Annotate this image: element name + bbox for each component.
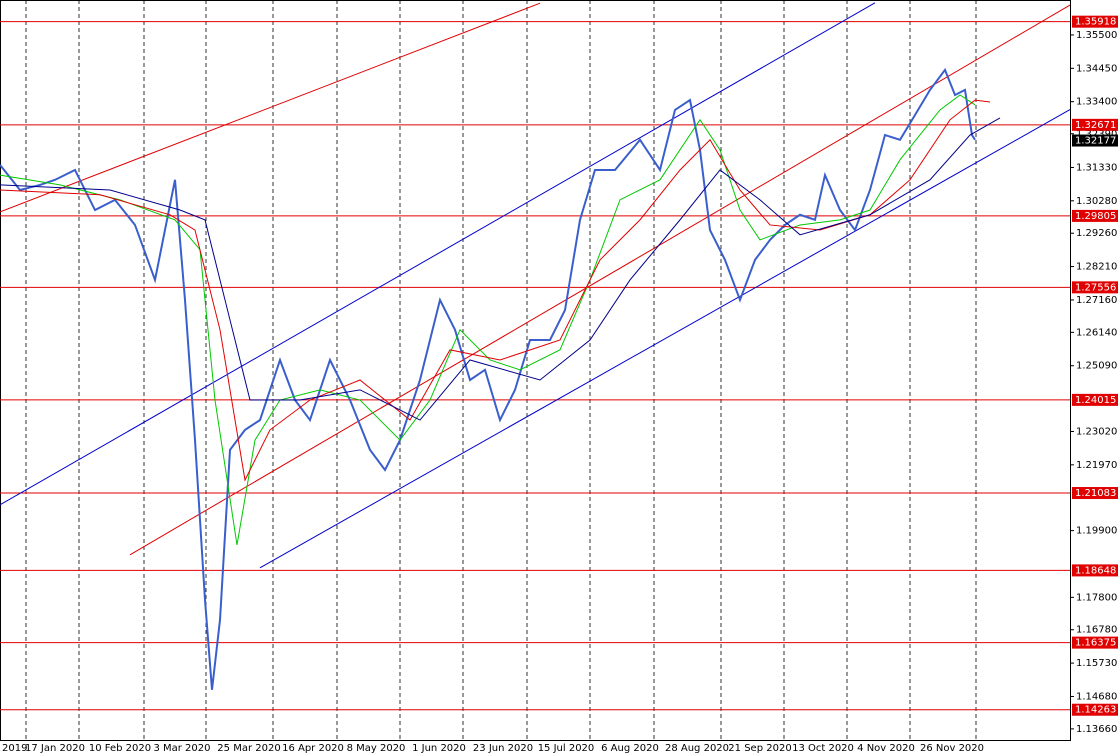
y-tick-label: 1.35500 (1076, 30, 1117, 41)
current-price-box (1072, 134, 1118, 147)
x-tick-label: 17 Jan 2020 (25, 743, 85, 754)
level-box (1072, 703, 1118, 716)
x-tick-label: 6 Aug 2020 (601, 743, 659, 754)
current-price-label: 1.32177 (1075, 136, 1116, 147)
x-tick-label: 3 Mar 2020 (153, 743, 210, 754)
level-label: 1.21083 (1075, 488, 1116, 499)
y-tick-label: 1.29260 (1076, 228, 1117, 239)
x-tick-label: 25 Mar 2020 (217, 743, 280, 754)
y-tick-label: 1.14680 (1076, 691, 1117, 702)
level-box (1072, 564, 1118, 577)
trend-line (259, 109, 1071, 569)
y-tick-label: 1.15730 (1076, 658, 1117, 669)
x-tick-label: 8 May 2020 (347, 743, 406, 754)
level-box (1072, 393, 1118, 406)
y-tick-label: 1.21970 (1076, 460, 1117, 471)
level-label: 1.24015 (1075, 395, 1116, 406)
y-tick-label: 1.30280 (1076, 196, 1117, 207)
x-tick-label: 1 Jun 2020 (412, 743, 466, 754)
x-tick-label: 28 Aug 2020 (665, 743, 729, 754)
y-tick-label: 1.34450 (1076, 63, 1117, 74)
level-label: 1.29805 (1075, 211, 1116, 222)
y-tick-label: 1.31330 (1076, 162, 1117, 173)
level-label: 1.18648 (1075, 565, 1116, 576)
trend-line (129, 4, 1071, 556)
level-box (1072, 281, 1118, 294)
level-box (1072, 209, 1118, 222)
plot-frame (0, 0, 1071, 741)
level-label: 1.14263 (1075, 705, 1116, 716)
y-tick-label: 1.26140 (1076, 327, 1117, 338)
y-tick-label: 1.25090 (1076, 361, 1117, 372)
x-tick-label: 15 Jul 2020 (538, 743, 595, 754)
level-label: 1.32671 (1075, 120, 1116, 131)
x-tick-label: 10 Feb 2020 (89, 743, 151, 754)
x-tick-label: 23 Jun 2020 (473, 743, 533, 754)
level-label: 1.16375 (1075, 638, 1116, 649)
level-box (1072, 15, 1118, 28)
moving-average (0, 94, 976, 545)
y-tick-label: 1.19900 (1076, 526, 1117, 537)
x-tick-label: 13 Oct 2020 (792, 743, 854, 754)
y-tick-label: 1.23020 (1076, 426, 1117, 437)
level-box (1072, 636, 1118, 649)
y-tick-label: 1.17800 (1076, 592, 1117, 603)
x-tick-label: 2019 (2, 743, 27, 754)
y-tick-label: 1.27160 (1076, 295, 1117, 306)
y-tick-label: 1.16780 (1076, 625, 1117, 636)
price-line (0, 67, 976, 690)
moving-average (0, 117, 1001, 421)
trend-line (0, 2, 541, 213)
x-tick-label: 21 Sep 2020 (728, 743, 791, 754)
y-tick-label: 1.28210 (1076, 262, 1117, 273)
level-box (1072, 118, 1118, 131)
level-label: 1.35918 (1075, 17, 1116, 28)
x-tick-label: 4 Nov 2020 (857, 743, 915, 754)
y-tick-label: 1.32390 (1076, 129, 1117, 140)
level-box (1072, 487, 1118, 500)
level-label: 1.27556 (1075, 282, 1116, 293)
x-tick-label: 16 Apr 2020 (282, 743, 344, 754)
x-tick-label: 26 Nov 2020 (920, 743, 984, 754)
y-tick-label: 1.33400 (1076, 97, 1117, 108)
trend-line (0, 2, 876, 506)
y-tick-label: 1.13660 (1076, 724, 1117, 735)
